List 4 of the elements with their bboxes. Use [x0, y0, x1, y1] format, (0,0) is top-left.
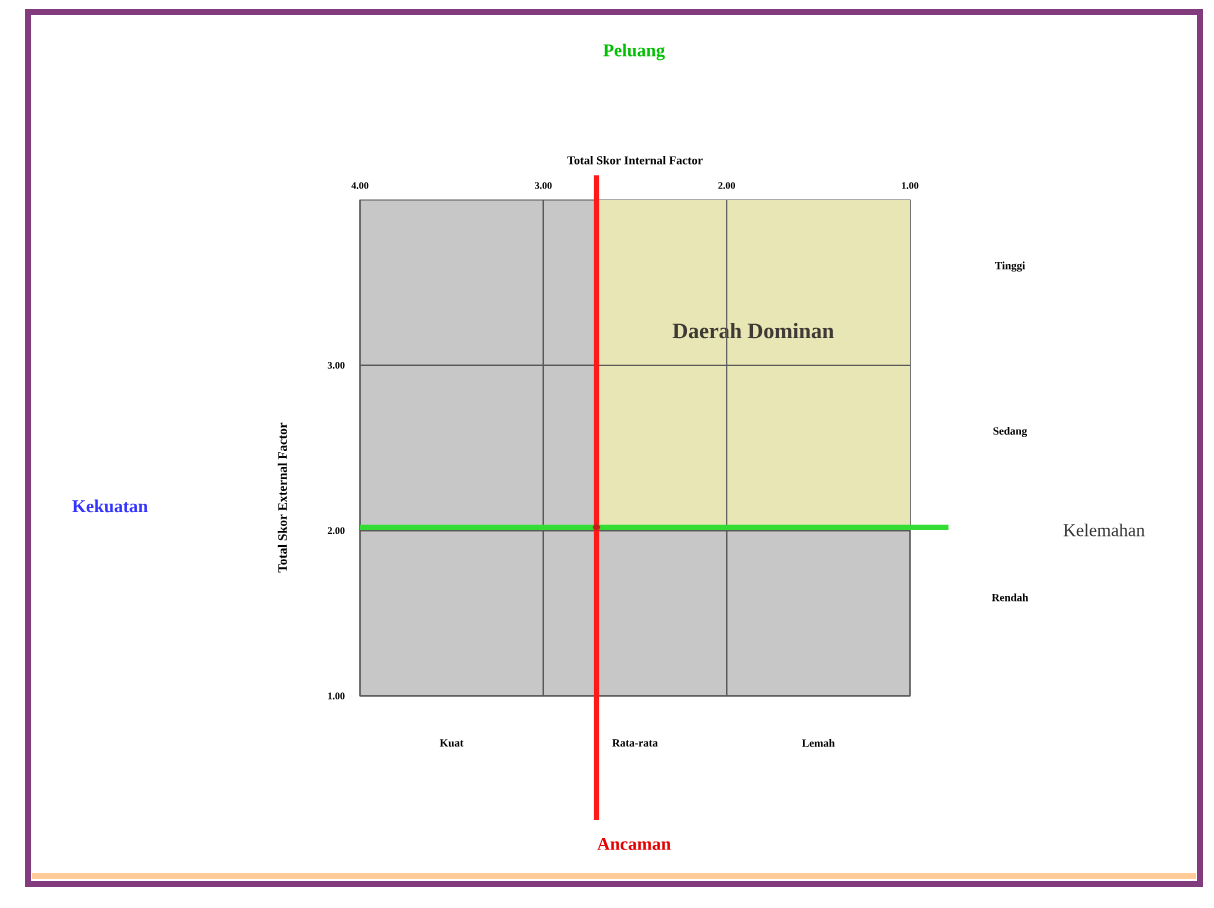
text: Kekuatan [72, 499, 148, 513]
chart-title: Peluang [603, 43, 665, 61]
text: Kelemahan [1063, 523, 1145, 537]
text: Ancaman [597, 837, 671, 851]
